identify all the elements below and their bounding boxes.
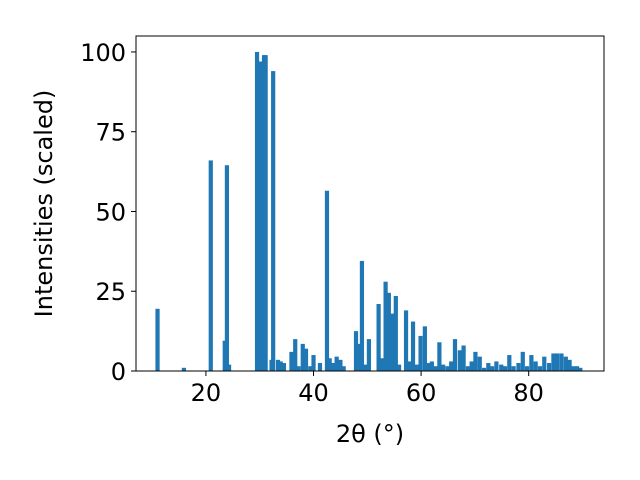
bar	[422, 326, 427, 371]
bar	[327, 358, 332, 371]
bar	[559, 353, 564, 371]
bar	[222, 340, 227, 371]
bar	[303, 348, 309, 371]
bar	[457, 350, 462, 371]
bar	[481, 367, 487, 371]
bar	[555, 353, 560, 371]
bar	[359, 260, 365, 371]
bar	[389, 313, 395, 371]
bar	[296, 366, 301, 371]
bar	[383, 281, 388, 371]
x-tick-label: 20	[191, 379, 222, 407]
bar	[281, 363, 287, 371]
bar	[403, 310, 409, 371]
bar	[226, 364, 232, 371]
bar	[563, 356, 568, 371]
x-tick-label: 80	[513, 379, 544, 407]
y-tick-label: 100	[80, 39, 126, 67]
bar	[469, 361, 474, 371]
bar	[278, 361, 283, 371]
bar	[407, 361, 412, 371]
bar	[516, 363, 521, 371]
x-axis-ticks: 20 40 60 80	[191, 371, 544, 407]
bar	[224, 165, 230, 371]
y-axis-ticks: 0 25 50 75 100	[80, 39, 136, 386]
y-tick-label: 50	[95, 198, 126, 226]
bar	[547, 363, 552, 371]
bar	[396, 364, 402, 371]
bar	[452, 339, 458, 371]
bar	[418, 335, 423, 371]
bar	[366, 339, 372, 371]
bar	[376, 304, 381, 371]
bar	[324, 190, 330, 371]
bar	[511, 366, 516, 371]
bar	[181, 367, 186, 371]
bar	[578, 367, 583, 371]
x-tick-label: 60	[406, 379, 437, 407]
bar	[271, 71, 276, 371]
bar	[258, 61, 263, 372]
bar	[311, 355, 316, 371]
bar	[575, 366, 580, 371]
bar	[461, 345, 466, 371]
bar	[393, 296, 398, 371]
bar	[499, 364, 504, 371]
bar	[263, 55, 268, 371]
bar	[426, 363, 431, 371]
bar	[437, 342, 442, 371]
bar	[445, 366, 450, 371]
y-axis-label: Intensities (scaled)	[30, 90, 58, 318]
plot-frame	[135, 35, 605, 372]
bar	[441, 364, 446, 371]
bar	[449, 361, 454, 371]
bar	[289, 351, 294, 371]
bar	[520, 351, 525, 371]
bar	[341, 366, 346, 371]
bar	[308, 366, 313, 371]
bar	[551, 353, 556, 371]
bar	[465, 366, 470, 371]
bar	[429, 361, 434, 371]
bar	[567, 359, 572, 371]
bar	[537, 366, 543, 371]
x-axis-label: 2θ (°)	[336, 420, 404, 448]
bar	[334, 356, 339, 371]
bar	[356, 343, 361, 371]
y-tick-label: 25	[95, 278, 126, 306]
y-tick-label: 0	[111, 358, 126, 386]
y-tick-label: 75	[95, 119, 126, 147]
bar	[293, 339, 298, 371]
bar	[353, 331, 359, 371]
bar	[571, 366, 576, 371]
bar	[473, 351, 478, 371]
bar	[524, 366, 530, 371]
bar	[317, 363, 323, 371]
bar	[208, 160, 213, 371]
bar	[155, 308, 160, 371]
bar	[386, 292, 391, 371]
bar	[542, 356, 547, 371]
bar	[254, 51, 260, 371]
bar	[414, 364, 419, 371]
bar	[380, 358, 385, 371]
bar	[533, 361, 538, 371]
bar	[300, 343, 305, 371]
bar	[410, 321, 416, 371]
bar	[363, 364, 368, 371]
bar	[433, 366, 438, 371]
bar	[338, 359, 343, 371]
bar	[507, 355, 512, 371]
bar	[502, 366, 508, 371]
bars-group	[155, 51, 583, 372]
x-tick-label: 40	[298, 379, 329, 407]
bar	[477, 356, 482, 371]
bar	[529, 355, 534, 371]
bar	[275, 359, 281, 371]
bar	[486, 363, 491, 371]
bar	[330, 363, 335, 371]
bar	[494, 361, 499, 371]
bar	[490, 366, 495, 371]
